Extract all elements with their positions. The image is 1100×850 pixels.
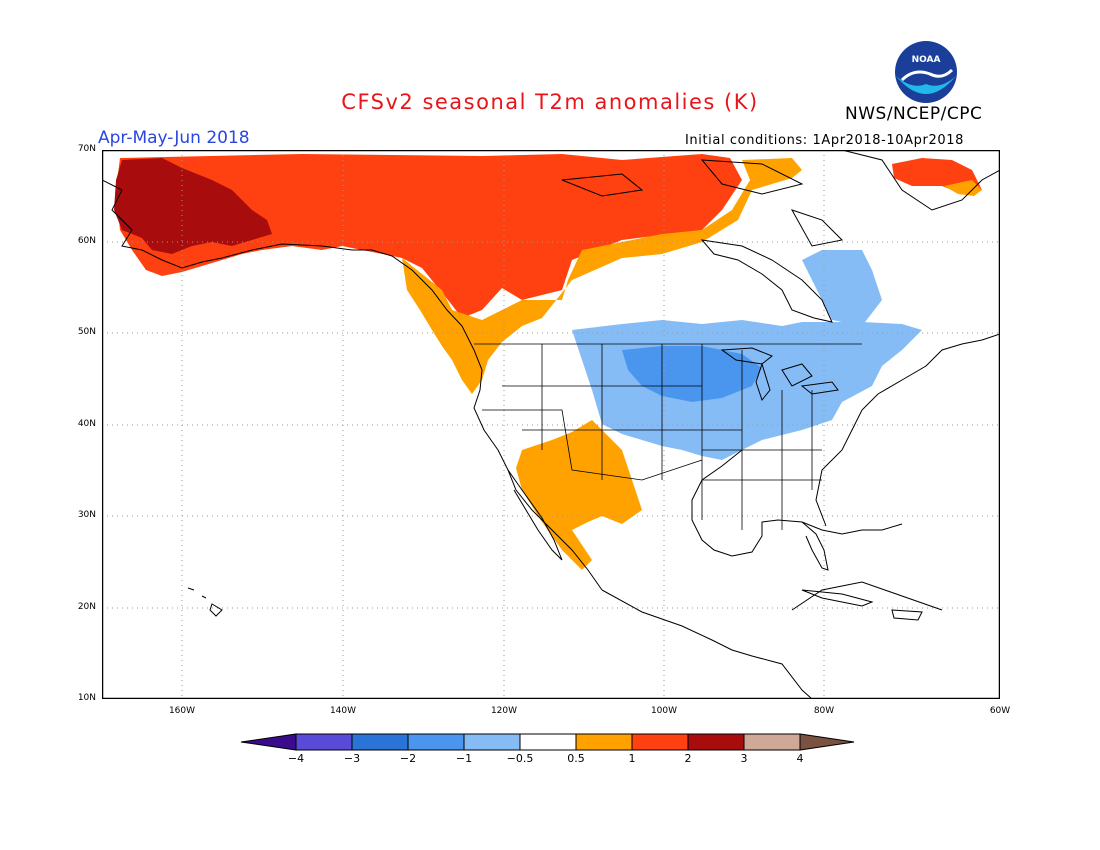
colorbar-cell <box>743 733 801 751</box>
map-frame: 70N 60N 50N 40N 30N 20N 10N 160W 140W 12… <box>78 144 1010 716</box>
colorbar-label: −1 <box>455 752 473 765</box>
colorbar-cell <box>519 733 577 751</box>
colorbar-label: −0.5 <box>506 752 534 765</box>
lon-label-80w: 80W <box>813 706 835 716</box>
initial-conditions-label: Initial conditions: 1Apr2018-10Apr2018 <box>685 133 964 148</box>
colorbar-cell <box>240 733 297 751</box>
anomaly-map <box>102 150 1000 699</box>
colorbar-cell <box>463 733 521 751</box>
colorbar-label: 4 <box>796 752 804 765</box>
lat-label-10n: 10N <box>77 693 96 703</box>
colorbar-cell <box>799 733 855 751</box>
colorbar-label: 1 <box>628 752 636 765</box>
agency-label: NWS/NCEP/CPC <box>845 104 983 124</box>
colorbar-label: −4 <box>287 752 305 765</box>
anomaly-region-hudson-east <box>802 250 882 326</box>
colorbar-label: 3 <box>740 752 748 765</box>
anomaly-region-greenland-edge <box>944 180 982 196</box>
state-borders <box>474 343 862 530</box>
lon-label-60w: 60W <box>989 706 1011 716</box>
anomaly-region-alaska-canada <box>116 154 742 318</box>
coastlines <box>102 150 1000 699</box>
season-label: Apr-May-Jun 2018 <box>98 128 250 148</box>
anomaly-region-southwest <box>516 420 642 570</box>
lat-label-20n: 20N <box>77 602 96 612</box>
anomaly-region-upper-midwest <box>622 346 762 402</box>
map-border <box>102 150 1000 699</box>
lat-label-30n: 30N <box>77 510 96 520</box>
logo-text: NOAA <box>912 55 941 65</box>
colorbar-cell <box>351 733 409 751</box>
lon-label-160w: 160W <box>168 706 196 716</box>
lon-label-120w: 120W <box>490 706 518 716</box>
lat-label-40n: 40N <box>77 419 96 429</box>
colorbar-cell <box>631 733 689 751</box>
colorbar <box>240 733 855 751</box>
colorbar-label: 0.5 <box>567 752 585 765</box>
colorbar-cell <box>687 733 745 751</box>
colorbar-label: −2 <box>399 752 417 765</box>
colorbar-label: 2 <box>684 752 692 765</box>
lon-label-140w: 140W <box>329 706 357 716</box>
lon-label-100w: 100W <box>650 706 678 716</box>
anomaly-region-alaska-west <box>114 158 272 254</box>
lat-label-70n: 70N <box>77 144 96 154</box>
colorbar-cell <box>575 733 633 751</box>
colorbar-cell <box>407 733 465 751</box>
map-title: CFSv2 seasonal T2m anomalies (K) <box>341 90 759 114</box>
colorbar-label: −3 <box>343 752 361 765</box>
lat-label-50n: 50N <box>77 327 96 337</box>
noaa-logo: NOAA <box>895 41 957 103</box>
anomaly-region-pnw <box>402 158 802 394</box>
lat-label-60n: 60N <box>77 236 96 246</box>
colorbar-cell <box>295 733 353 751</box>
